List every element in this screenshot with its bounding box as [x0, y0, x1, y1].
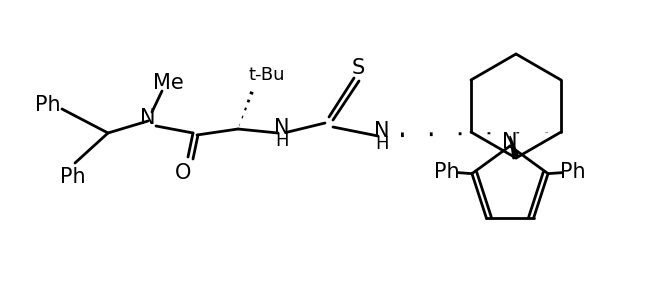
Text: H: H — [276, 132, 289, 150]
Text: O: O — [175, 163, 191, 183]
Text: H: H — [375, 135, 388, 153]
Polygon shape — [510, 136, 519, 159]
Text: Ph: Ph — [560, 162, 586, 182]
Text: Ph: Ph — [434, 162, 459, 182]
Text: S: S — [351, 58, 365, 78]
Text: Ph: Ph — [35, 95, 61, 115]
Text: N: N — [140, 108, 156, 128]
Text: Me: Me — [153, 73, 183, 93]
Text: t-Bu: t-Bu — [249, 66, 286, 84]
Text: Ph: Ph — [60, 167, 86, 187]
Text: N: N — [274, 118, 290, 138]
Text: N: N — [374, 121, 390, 141]
Text: N: N — [502, 132, 518, 152]
